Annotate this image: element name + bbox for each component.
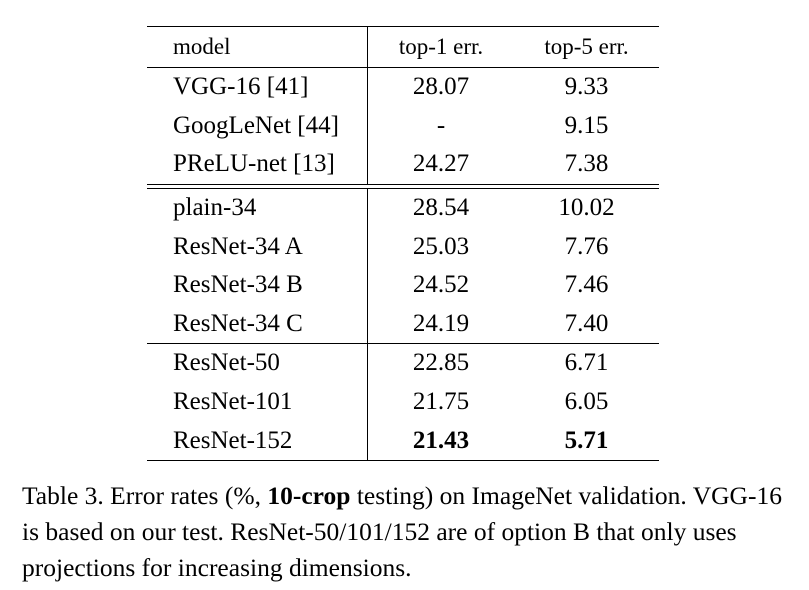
cell-model: PReLU-net [13] — [147, 145, 368, 184]
cell-top5: 7.46 — [564, 271, 609, 299]
table-bottom-rule — [147, 459, 659, 461]
header-rule — [147, 67, 659, 68]
cell-top1-best: 21.43 — [412, 426, 470, 454]
cell-top1: 24.52 — [412, 271, 470, 299]
table-row: GoogLeNet [44] - 9.15 — [147, 106, 659, 146]
cell-model: GoogLeNet [44] — [147, 106, 368, 146]
cell-model: ResNet-50 — [147, 344, 368, 383]
cell-model: ResNet-34 B — [147, 265, 368, 305]
header-model: model — [147, 27, 368, 67]
table-row: VGG-16 [41] 28.07 9.33 — [147, 68, 659, 107]
table-row: ResNet-34 A 25.03 7.76 — [147, 227, 659, 266]
caption-bold: 10-crop — [267, 481, 351, 510]
cell-top1: 25.03 — [412, 232, 470, 260]
table-top-rule — [147, 26, 659, 27]
cell-top1: 21.75 — [412, 388, 470, 416]
header-top5: top-5 err. — [544, 34, 629, 59]
cell-model: ResNet-152 — [147, 421, 368, 460]
cell-top1: 24.19 — [412, 309, 470, 337]
caption-part1: Table 3. Error rates (%, — [22, 481, 268, 510]
cell-model: ResNet-101 — [147, 382, 368, 422]
caption-part2: testing) on ImageNet validation. VGG-16 … — [22, 481, 782, 582]
cell-top5: 6.71 — [564, 349, 609, 377]
table-row: ResNet-50 22.85 6.71 — [147, 344, 659, 383]
cell-top5: 10.02 — [558, 194, 615, 222]
cell-top5: 9.33 — [564, 73, 609, 101]
cell-model: ResNet-34 A — [147, 227, 368, 266]
table-row: ResNet-101 21.75 6.05 — [147, 382, 659, 422]
table-row: ResNet-34 C 24.19 7.40 — [147, 304, 659, 344]
group-rule — [147, 343, 659, 345]
cell-model: VGG-16 [41] — [147, 68, 368, 107]
results-table: model top-1 err. top-5 err. VGG-16 [41] … — [147, 26, 659, 461]
table-row: ResNet-152 21.43 5.71 — [147, 421, 659, 460]
cell-top5: 7.38 — [564, 150, 609, 178]
table-row: plain-34 28.54 10.02 — [147, 188, 659, 228]
cell-top1: 28.54 — [412, 194, 470, 222]
cell-top1: 28.07 — [412, 73, 470, 101]
group-double-rule — [147, 183, 659, 189]
cell-top1: 24.27 — [412, 150, 470, 178]
table-row: PReLU-net [13] 24.27 7.38 — [147, 145, 659, 184]
header-top1: top-1 err. — [398, 34, 484, 59]
cell-model: plain-34 — [147, 188, 368, 228]
table-caption: Table 3. Error rates (%, 10-crop testing… — [22, 478, 792, 586]
cell-top5: 6.05 — [564, 388, 609, 416]
cell-top5: 7.40 — [564, 309, 609, 337]
table-header-row: model top-1 err. top-5 err. — [147, 27, 659, 67]
cell-top5-best: 5.71 — [564, 426, 609, 454]
cell-top1: 22.85 — [412, 349, 470, 377]
cell-top5: 7.76 — [564, 232, 609, 260]
cell-top1: - — [436, 111, 446, 139]
table-row: ResNet-34 B 24.52 7.46 — [147, 265, 659, 305]
cell-top5: 9.15 — [564, 111, 609, 139]
cell-model: ResNet-34 C — [147, 304, 368, 344]
